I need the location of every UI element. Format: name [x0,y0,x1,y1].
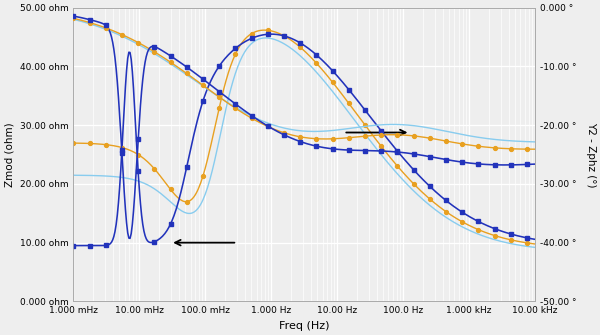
Y-axis label: Y2 - Zphz (°): Y2 - Zphz (°) [586,122,596,187]
X-axis label: Freq (Hz): Freq (Hz) [279,321,329,331]
Y-axis label: Zmod (ohm): Zmod (ohm) [4,122,14,187]
